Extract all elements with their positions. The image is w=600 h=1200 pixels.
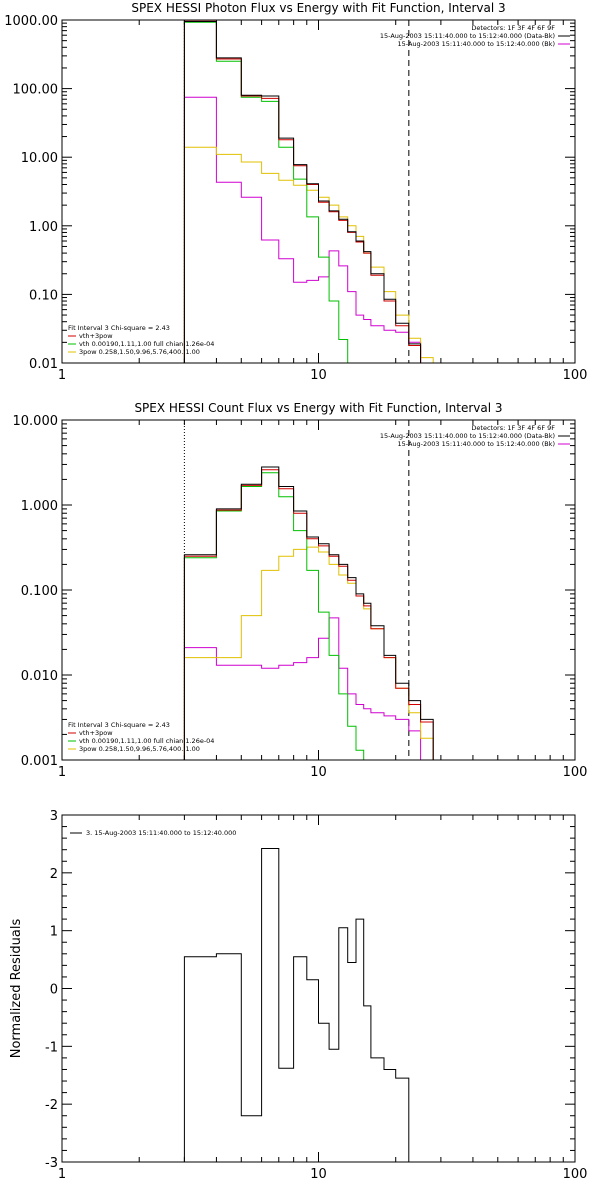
legend-entry: vth 0.00190,1.11,1.00 full chian 1.26e-0… — [79, 340, 214, 348]
x-tick-label: 10 — [310, 765, 327, 780]
y-tick-label: 0.001 — [21, 754, 58, 769]
x-tick-label: 100 — [563, 1167, 588, 1182]
series-data-bk — [183, 466, 434, 760]
x-tick-label: 100 — [563, 368, 588, 383]
chart-panel-1: SPEX HESSI Photon Flux vs Energy with Fi… — [4, 1, 587, 383]
chart-panel-2: SPEX HESSI Count Flux vs Energy with Fit… — [13, 401, 588, 780]
y-tick-label: 0.10 — [29, 288, 58, 303]
series-data-bk — [183, 21, 434, 363]
chart-title: SPEX HESSI Count Flux vs Energy with Fit… — [134, 401, 502, 415]
y-tick-label: 0.010 — [21, 669, 58, 684]
y-tick-label: -2 — [45, 1098, 58, 1113]
x-tick-label: 1 — [58, 1167, 66, 1182]
header-line: 15-Aug-2003 15:11:40.000 to 15:12:40.000… — [398, 440, 555, 448]
header-line: Detectors: 1F 3F 4F 6F 9F — [471, 424, 555, 432]
legend-title: Fit Interval 3 Chi-square = 2.43 — [68, 324, 170, 332]
legend-entry: vth+3pow — [79, 332, 113, 340]
y-tick-label: -1 — [45, 1040, 58, 1055]
y-tick-label: 0.100 — [21, 584, 58, 599]
x-tick-label: 1 — [58, 368, 66, 383]
y-tick-label: 100.00 — [13, 83, 59, 98]
series-bk — [183, 617, 422, 760]
legend-entry: 3pow 0.258,1.50,9.96,5.76,400.,1.00 — [79, 348, 200, 356]
series-3pow — [183, 546, 434, 760]
plot-content — [183, 848, 410, 1162]
y-tick-label: 10.00 — [21, 151, 58, 166]
header-line: 15-Aug-2003 15:11:40.000 to 15:12:40.000… — [380, 432, 555, 440]
x-tick-label: 10 — [310, 368, 327, 383]
series-vth — [183, 21, 357, 363]
x-tick-label: 1 — [58, 765, 66, 780]
series-residuals — [183, 848, 410, 1162]
y-tick-label: 1 — [50, 925, 58, 940]
legend-entry: 3pow 0.258,1.50,9.96,5.76,400.,1.00 — [79, 745, 200, 753]
chart-panel-3: 1 10 100 -3 -2 -1 0 1 2 3 Normalized Residuals 3. 1… — [9, 809, 587, 1182]
y-tick-label: 1.000 — [21, 499, 58, 514]
plot-content — [183, 420, 434, 760]
series-bk — [183, 96, 422, 363]
y-tick-label: 1.00 — [29, 220, 58, 235]
y-tick-label: 0 — [50, 983, 58, 998]
header-line: Detectors: 1F 3F 4F 6F 9F — [471, 24, 555, 32]
x-tick-label: 10 — [310, 1167, 327, 1182]
legend-title: Fit Interval 3 Chi-square = 2.43 — [68, 721, 170, 729]
y-tick-label: 10.000 — [13, 414, 59, 429]
legend-entry: 3. 15-Aug-2003 15:11:40.000 to 15:12:40.… — [86, 829, 236, 837]
header-line: 15-Aug-2003 15:11:40.000 to 15:12:40.000… — [380, 32, 555, 40]
y-tick-label: 3 — [50, 809, 58, 824]
y-axis-label: Normalized Residuals — [9, 919, 24, 1059]
plot-content — [183, 20, 434, 363]
chart-title: SPEX HESSI Photon Flux vs Energy with Fi… — [131, 1, 505, 15]
x-tick-label: 100 — [563, 765, 588, 780]
series-vth — [183, 472, 365, 760]
y-tick-label: 0.01 — [29, 357, 58, 372]
legend-entry: vth 0.00190,1.11,1.00 full chian 1.26e-0… — [79, 737, 214, 745]
y-tick-label: 1000.00 — [4, 14, 58, 29]
legend-entry: vth+3pow — [79, 729, 113, 737]
y-tick-label: 2 — [50, 867, 58, 882]
y-tick-label: -3 — [45, 1156, 58, 1171]
header-line: 15-Aug-2003 15:11:40.000 to 15:12:40.000… — [398, 40, 555, 48]
